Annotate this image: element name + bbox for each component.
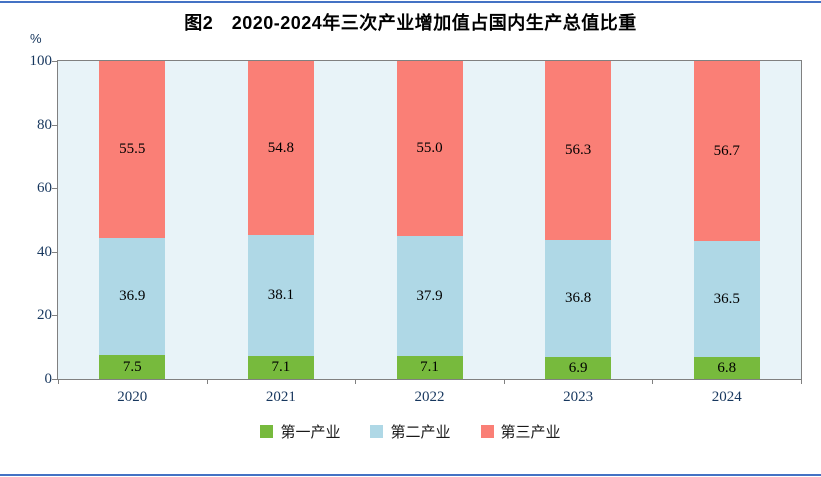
bar-value-label: 38.1: [267, 287, 295, 304]
bar-segment: 56.7: [693, 61, 760, 242]
y-tick-label: 60: [37, 180, 52, 197]
bar-segment: 36.8: [545, 240, 612, 358]
bar-value-label: 6.8: [717, 359, 737, 376]
bar-segment: 38.1: [247, 235, 314, 357]
bar-value-label: 36.9: [119, 287, 146, 304]
legend-label: 第三产业: [500, 423, 561, 441]
y-tick-label: 100: [29, 53, 53, 69]
x-tick-mark: [652, 379, 654, 384]
x-tick-label: 2022: [414, 389, 445, 405]
y-tick-mark: [52, 61, 57, 62]
legend-label: 第一产业: [280, 423, 341, 441]
y-tick-label: 40: [37, 243, 52, 260]
bar-segment: 54.8: [247, 61, 314, 236]
y-tick-label: 0: [44, 371, 53, 387]
bar-value-label: 54.8: [267, 139, 295, 156]
bar-value-label: 36.5: [713, 290, 740, 307]
y-tick-mark: [52, 188, 57, 190]
chart-title: 图2 2020-2024年三次产业增加值占国内生产总值比重: [184, 13, 637, 33]
x-tick-mark: [801, 379, 802, 384]
bar-segment: 7.5: [99, 355, 166, 379]
bar-segment: 7.1: [247, 356, 314, 379]
bar-value-label: 37.9: [416, 287, 443, 304]
bar-segment: 55.5: [99, 61, 166, 238]
bar-segment: 6.9: [545, 357, 612, 379]
bar-stack-2023: 56.3 36.8 6.9: [545, 61, 612, 379]
bar-segment: 37.9: [396, 235, 463, 357]
legend-swatch: [480, 424, 494, 438]
y-tick-label: 20: [37, 307, 52, 324]
y-tick-label: 80: [37, 116, 52, 133]
bar-segment: 7.1: [396, 356, 463, 379]
bar-value-label: 55.0: [416, 139, 443, 156]
legend-swatch: [260, 424, 274, 438]
bar-value-label: 7.1: [271, 359, 291, 376]
legend-swatch: [370, 424, 384, 438]
legend-item-第三产业: 第三产业: [480, 421, 561, 442]
bar-segment: 56.3: [545, 61, 612, 241]
bar-stack-2024: 56.7 36.5 6.8: [693, 61, 760, 379]
x-tick-label: 2021: [265, 389, 296, 405]
legend-item-第一产业: 第一产业: [260, 421, 340, 442]
x-tick-mark: [503, 379, 505, 384]
legend-item-第二产业: 第二产业: [370, 421, 451, 442]
bar-stack-2020: 55.5 36.9 7.5: [99, 61, 166, 379]
bar-value-label: 56.3: [564, 142, 592, 159]
y-tick-mark: [52, 315, 57, 317]
x-tick-label: 2023: [563, 389, 594, 405]
bar-value-label: 6.9: [568, 359, 588, 376]
x-tick-mark: [58, 379, 59, 384]
bar-segment: 6.8: [693, 357, 760, 379]
y-axis-unit: %: [30, 31, 42, 46]
bar-value-label: 7.1: [420, 359, 439, 376]
bar-value-label: 56.7: [713, 142, 740, 159]
bar-value-label: 36.8: [564, 290, 592, 307]
plot-area: 55.5 36.9 7.5 54.8 38.1 7.1 55.0 37.9 7.1 56.3 36.…: [57, 60, 802, 380]
bar-segment: 36.5: [693, 241, 760, 358]
bar-stack-2022: 55.0 37.9 7.1: [396, 61, 463, 379]
bar-value-label: 7.5: [122, 358, 142, 375]
bar-stack-2021: 54.8 38.1 7.1: [247, 61, 314, 379]
x-tick-label: 2020: [117, 389, 148, 405]
bar-segment: 55.0: [396, 61, 463, 236]
legend: 第一产业 第二产业 第三产业: [0, 421, 821, 441]
y-axis: 0 20 40 60 80 100: [8, 53, 57, 387]
legend-label: 第二产业: [390, 423, 451, 441]
top-divider: [0, 1, 821, 3]
bar-segment: 36.9: [99, 237, 166, 356]
y-tick-mark: [52, 379, 57, 380]
y-tick-mark: [52, 124, 57, 126]
x-tick-mark: [206, 379, 208, 384]
y-tick-mark: [52, 251, 57, 253]
bottom-divider: [0, 474, 821, 476]
x-axis: 2020 2021 2022 2023 2024: [58, 379, 802, 409]
x-tick-mark: [355, 379, 357, 384]
x-tick-label: 2024: [711, 389, 742, 405]
bar-value-label: 55.5: [119, 141, 146, 158]
